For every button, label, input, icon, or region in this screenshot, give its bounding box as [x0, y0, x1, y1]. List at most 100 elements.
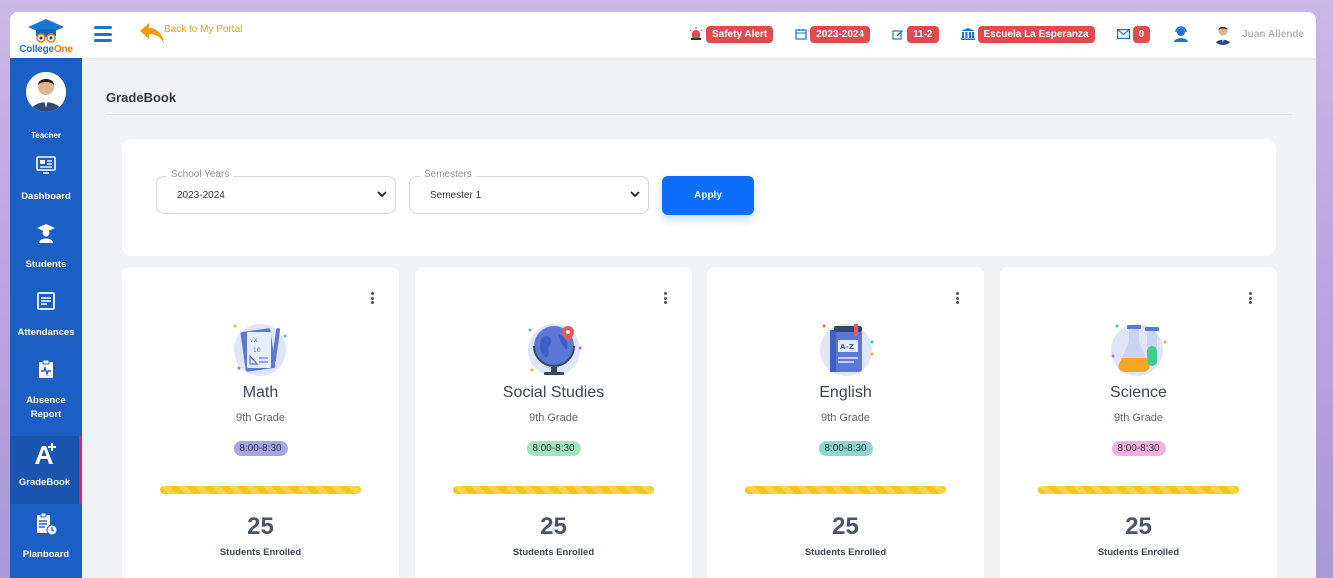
course-progress-bar	[1038, 486, 1239, 494]
course-grade: 9th Grade	[821, 412, 870, 424]
attendance-sheet-icon	[37, 292, 55, 310]
page-title: GradeBook	[106, 90, 177, 105]
support-button[interactable]	[1172, 25, 1190, 43]
enrolled-label: Students Enrolled	[804, 547, 887, 558]
institution-icon	[960, 28, 975, 40]
sidebar-item-label: Attendances	[17, 327, 75, 338]
course-progress-bar	[160, 486, 361, 494]
safety-alert-button[interactable]: Safety Alert	[689, 25, 774, 43]
more-options-icon[interactable]	[371, 292, 375, 304]
logo-text: CollegeOne	[19, 44, 73, 55]
globe-icon	[528, 324, 582, 376]
school-badge: Escuela La Esperanza	[977, 25, 1095, 43]
school-button[interactable]: Escuela La Esperanza	[960, 25, 1095, 43]
course-time-badge: 8:00-8:30	[233, 441, 288, 456]
math-book-icon: √x 10	[233, 324, 287, 376]
svg-text:A–Z: A–Z	[840, 343, 854, 351]
top-bar: CollegeOne Back to My Portal Safety Aler…	[10, 12, 1316, 58]
course-progress-bar	[745, 486, 946, 494]
grade-a-plus-icon	[34, 443, 56, 464]
envelope-icon	[1116, 29, 1130, 39]
course-grade: 9th Grade	[236, 412, 285, 424]
back-to-portal-link[interactable]: Back to My Portal	[138, 20, 242, 46]
sidebar-item-dashboard[interactable]: Dashboard	[10, 154, 82, 214]
school-years-value: 2023-2024	[177, 190, 225, 201]
school-year-button[interactable]: 2023-2024	[795, 25, 871, 43]
enrolled-count: 25	[540, 513, 567, 540]
sidebar: Teacher Dashboard Students	[10, 58, 82, 578]
school-year-badge: 2023-2024	[810, 25, 871, 43]
semesters-label: Semesters	[420, 169, 476, 180]
edit-icon	[892, 30, 904, 40]
sidebar-item-label: Absence Report	[26, 395, 66, 420]
course-card-social-studies[interactable]: Social Studies 9th Grade 8:00-8:30 25 St…	[415, 267, 692, 578]
sidebar-item-label: Dashboard	[21, 191, 71, 202]
svg-text:10: 10	[253, 347, 261, 354]
app-window: CollegeOne Back to My Portal Safety Aler…	[10, 12, 1316, 578]
support-agent-icon	[1174, 26, 1189, 42]
more-options-icon[interactable]	[664, 292, 668, 304]
chevron-down-icon	[377, 191, 387, 198]
back-arrow-icon	[140, 23, 164, 44]
graduation-cap-logo-icon	[28, 19, 64, 43]
college-one-logo[interactable]: CollegeOne	[10, 12, 82, 58]
enrolled-label: Students Enrolled	[512, 547, 595, 558]
planboard-icon	[37, 512, 58, 536]
messages-count-badge: 0	[1132, 25, 1151, 43]
calendar-icon	[795, 29, 807, 40]
user-avatar	[1212, 23, 1235, 45]
more-options-icon[interactable]	[956, 292, 960, 304]
sidebar-item-gradebook[interactable]: GradeBook	[10, 436, 82, 504]
school-years-select[interactable]: School Years 2023-2024	[156, 169, 396, 214]
sidebar-role-label: Teacher	[30, 131, 62, 140]
flask-icon	[1111, 324, 1167, 376]
course-name: Science	[1110, 384, 1167, 401]
svg-text:√x: √x	[250, 337, 258, 344]
course-grade: 9th Grade	[1114, 412, 1163, 424]
course-name: Social Studies	[502, 384, 605, 401]
filters-card: School Years 2023-2024 Semesters Semeste…	[122, 139, 1276, 256]
menu-toggle-icon[interactable]	[94, 26, 112, 42]
sidebar-item-label: GradeBook	[18, 477, 71, 488]
teacher-avatar[interactable]	[26, 72, 66, 112]
sidebar-item-absence-report[interactable]: Absence Report	[10, 358, 82, 430]
course-progress-bar	[453, 486, 654, 494]
top-bar-status: Safety Alert 2023-2024 11-2	[667, 23, 1304, 45]
course-card-science[interactable]: Science 9th Grade 8:00-8:30 25 Students …	[1000, 267, 1277, 578]
siren-icon	[689, 27, 703, 40]
enrolled-count: 25	[1125, 513, 1152, 540]
main-content: GradeBook School Years 2023-2024 Semeste…	[82, 58, 1316, 578]
apply-button[interactable]: Apply	[662, 176, 754, 215]
enrolled-count: 25	[832, 513, 859, 540]
semesters-value: Semester 1	[430, 190, 482, 201]
chevron-down-icon	[630, 191, 640, 198]
sidebar-item-label: Students	[25, 259, 67, 270]
more-options-icon[interactable]	[1249, 292, 1253, 304]
title-divider	[106, 114, 1292, 115]
semesters-select[interactable]: Semesters Semester 1	[409, 169, 649, 214]
course-card-english[interactable]: A–Z English 9th Grade 8:00-8:30 25 Stude…	[707, 267, 984, 578]
sidebar-profile: Teacher	[10, 58, 82, 148]
course-card-math[interactable]: √x 10 Math 9th Grade 8:00-8:30 25 Studen…	[122, 267, 399, 578]
class-code-badge: 11-2	[907, 25, 939, 43]
school-years-label: School Years	[167, 169, 234, 180]
sidebar-item-planboard[interactable]: Planboard	[10, 512, 82, 572]
class-code-button[interactable]: 11-2	[892, 25, 939, 43]
clipboard-report-icon	[39, 359, 53, 378]
dashboard-icon	[36, 156, 56, 174]
messages-button[interactable]: 0	[1116, 25, 1151, 43]
course-time-badge: 8:00-8:30	[818, 441, 873, 456]
user-menu[interactable]: Juan Allende	[1212, 23, 1304, 45]
course-name: English	[819, 384, 872, 401]
course-grade: 9th Grade	[529, 412, 578, 424]
course-time-badge: 8:00-8:30	[1111, 441, 1166, 456]
sidebar-item-label: Planboard	[22, 549, 70, 560]
enrolled-label: Students Enrolled	[1097, 547, 1180, 558]
course-time-badge: 8:00-8:30	[526, 441, 581, 456]
sidebar-item-attendances[interactable]: Attendances	[10, 290, 82, 350]
course-name: Math	[242, 384, 279, 401]
sidebar-item-students[interactable]: Students	[10, 222, 82, 282]
user-name: Juan Allende	[1242, 28, 1304, 40]
dictionary-icon: A–Z	[820, 324, 874, 376]
enrolled-label: Students Enrolled	[219, 547, 302, 558]
